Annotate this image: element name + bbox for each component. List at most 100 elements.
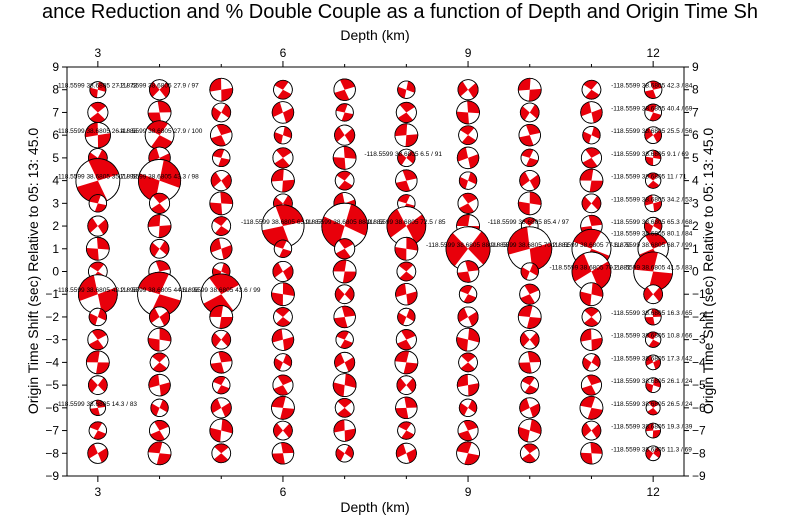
beachball-quadrant: [159, 328, 171, 342]
beachball-annotation: -118.5599 38.6805 17.3 / 42: [611, 355, 693, 362]
beachball-quadrant: [653, 287, 663, 302]
beachball-rim: [386, 206, 427, 246]
beachball-quadrant: [523, 443, 538, 454]
x-tick-label-top: 3: [95, 46, 102, 60]
beachball-rim: [580, 328, 603, 351]
beachball-quadrant: [280, 407, 295, 420]
beachball: [334, 351, 356, 373]
beachball-annotation: -118.5599 38.6805 70.2 / 81: [488, 242, 570, 249]
beachball-quadrant: [457, 81, 469, 97]
beachball-quadrant: [274, 80, 289, 90]
beachball-rim: [645, 149, 662, 167]
beachball-annotation: -118.5599 38.6805 27.9 / 100: [118, 128, 203, 135]
beachball-annotation: -118.5599 38.6805 44.6 / 98: [118, 287, 200, 294]
beachball-rim: [335, 103, 354, 122]
beachball-quadrant: [157, 101, 172, 113]
beachball: [147, 327, 172, 352]
beachball: [271, 168, 295, 193]
beachball-quadrant: [465, 260, 479, 272]
beachball-rim: [273, 239, 293, 258]
beachball-annotation: -118.5599 38.6805 43.3 / 98: [118, 174, 200, 181]
y-tick-label-left: 3: [52, 196, 59, 210]
beachball: [332, 259, 357, 284]
beachball-quadrant: [458, 430, 473, 441]
beachball-quadrant: [213, 453, 229, 463]
beachball: [394, 123, 419, 148]
beachball: [147, 100, 172, 125]
beachball-rim: [581, 307, 602, 327]
beachball: [580, 101, 603, 124]
beachball-rim: [397, 307, 416, 327]
beachball-quadrant: [335, 287, 345, 302]
beachball-quadrant: [89, 262, 105, 272]
beachball-quadrant: [218, 351, 232, 363]
beachball-rim: [332, 259, 357, 284]
beachball: [200, 273, 242, 315]
beachball: [211, 443, 232, 464]
beachball-rim: [645, 354, 661, 371]
beachball-quadrant: [159, 399, 169, 413]
x-tick-label-bottom: 6: [280, 485, 287, 499]
beachball-rim: [335, 330, 354, 349]
beachball-quadrant: [342, 271, 357, 283]
beachball-quadrant: [653, 217, 662, 231]
beachball: [645, 377, 661, 393]
beachball: [334, 124, 356, 146]
beachball-quadrant: [221, 402, 232, 418]
beachball-rim: [332, 373, 357, 397]
beachball: [394, 236, 419, 261]
beachball-quadrant: [282, 423, 293, 438]
beachball-rim: [212, 375, 231, 395]
beachball-quadrant: [520, 106, 530, 121]
beachball-annotation: -118.5599 38.6805 9.1 / 69: [611, 151, 689, 158]
beachball-quadrant: [528, 88, 542, 102]
beachball-rim: [334, 170, 355, 191]
beachball-rim: [334, 238, 356, 260]
beachball-quadrant: [213, 216, 228, 227]
beachball: [645, 172, 662, 189]
beachball-rim: [147, 441, 172, 466]
beachball-marks: [75, 77, 674, 466]
beachball-rim: [520, 375, 539, 395]
beachball-rim: [209, 77, 234, 102]
beachball-quadrant: [645, 423, 654, 432]
beachball-quadrant: [526, 316, 542, 329]
beachball-rim: [457, 192, 479, 214]
beachball-quadrant: [653, 201, 662, 212]
beachball-quadrant: [282, 179, 295, 193]
beachball-annotation: -118.5599 38.6805 16.3 / 65: [611, 310, 693, 317]
beachball: [333, 305, 356, 329]
beachball: [518, 351, 541, 374]
beachball-rim: [211, 216, 232, 236]
beachball: [517, 77, 542, 102]
beachball-quadrant: [467, 101, 480, 114]
beachball-quadrant: [633, 252, 658, 272]
beachball-quadrant: [282, 336, 294, 351]
beachball-annotation: -118.5599 38.6805 10.8 / 66: [611, 333, 693, 340]
beachball-rim: [333, 419, 356, 442]
beachball-rim: [395, 283, 418, 306]
beachball-quadrant: [87, 217, 98, 233]
beachball-quadrant: [652, 429, 661, 438]
beachball-rim: [458, 171, 478, 190]
beachball-rim: [507, 226, 553, 272]
beachball: [579, 395, 604, 420]
beachball-quadrant: [344, 428, 356, 442]
beachball-rim: [89, 399, 106, 416]
beachball-rim: [88, 194, 107, 213]
beachball-quadrant: [344, 286, 355, 302]
beachball: [579, 282, 604, 307]
beachball: [261, 204, 305, 248]
beachball-rim: [273, 420, 293, 441]
beachball: [87, 329, 109, 351]
beachball-rim: [273, 353, 293, 372]
beachball-rim: [88, 375, 108, 395]
beachball-quadrant: [580, 452, 593, 465]
beachball-quadrant: [220, 191, 233, 205]
beachball: [148, 373, 171, 397]
beachball-quadrant: [97, 219, 108, 235]
beachball-rim: [149, 306, 171, 328]
beachball: [273, 353, 293, 372]
y-tick-label-right: −2: [692, 310, 706, 324]
beachball-quadrant: [518, 78, 531, 91]
